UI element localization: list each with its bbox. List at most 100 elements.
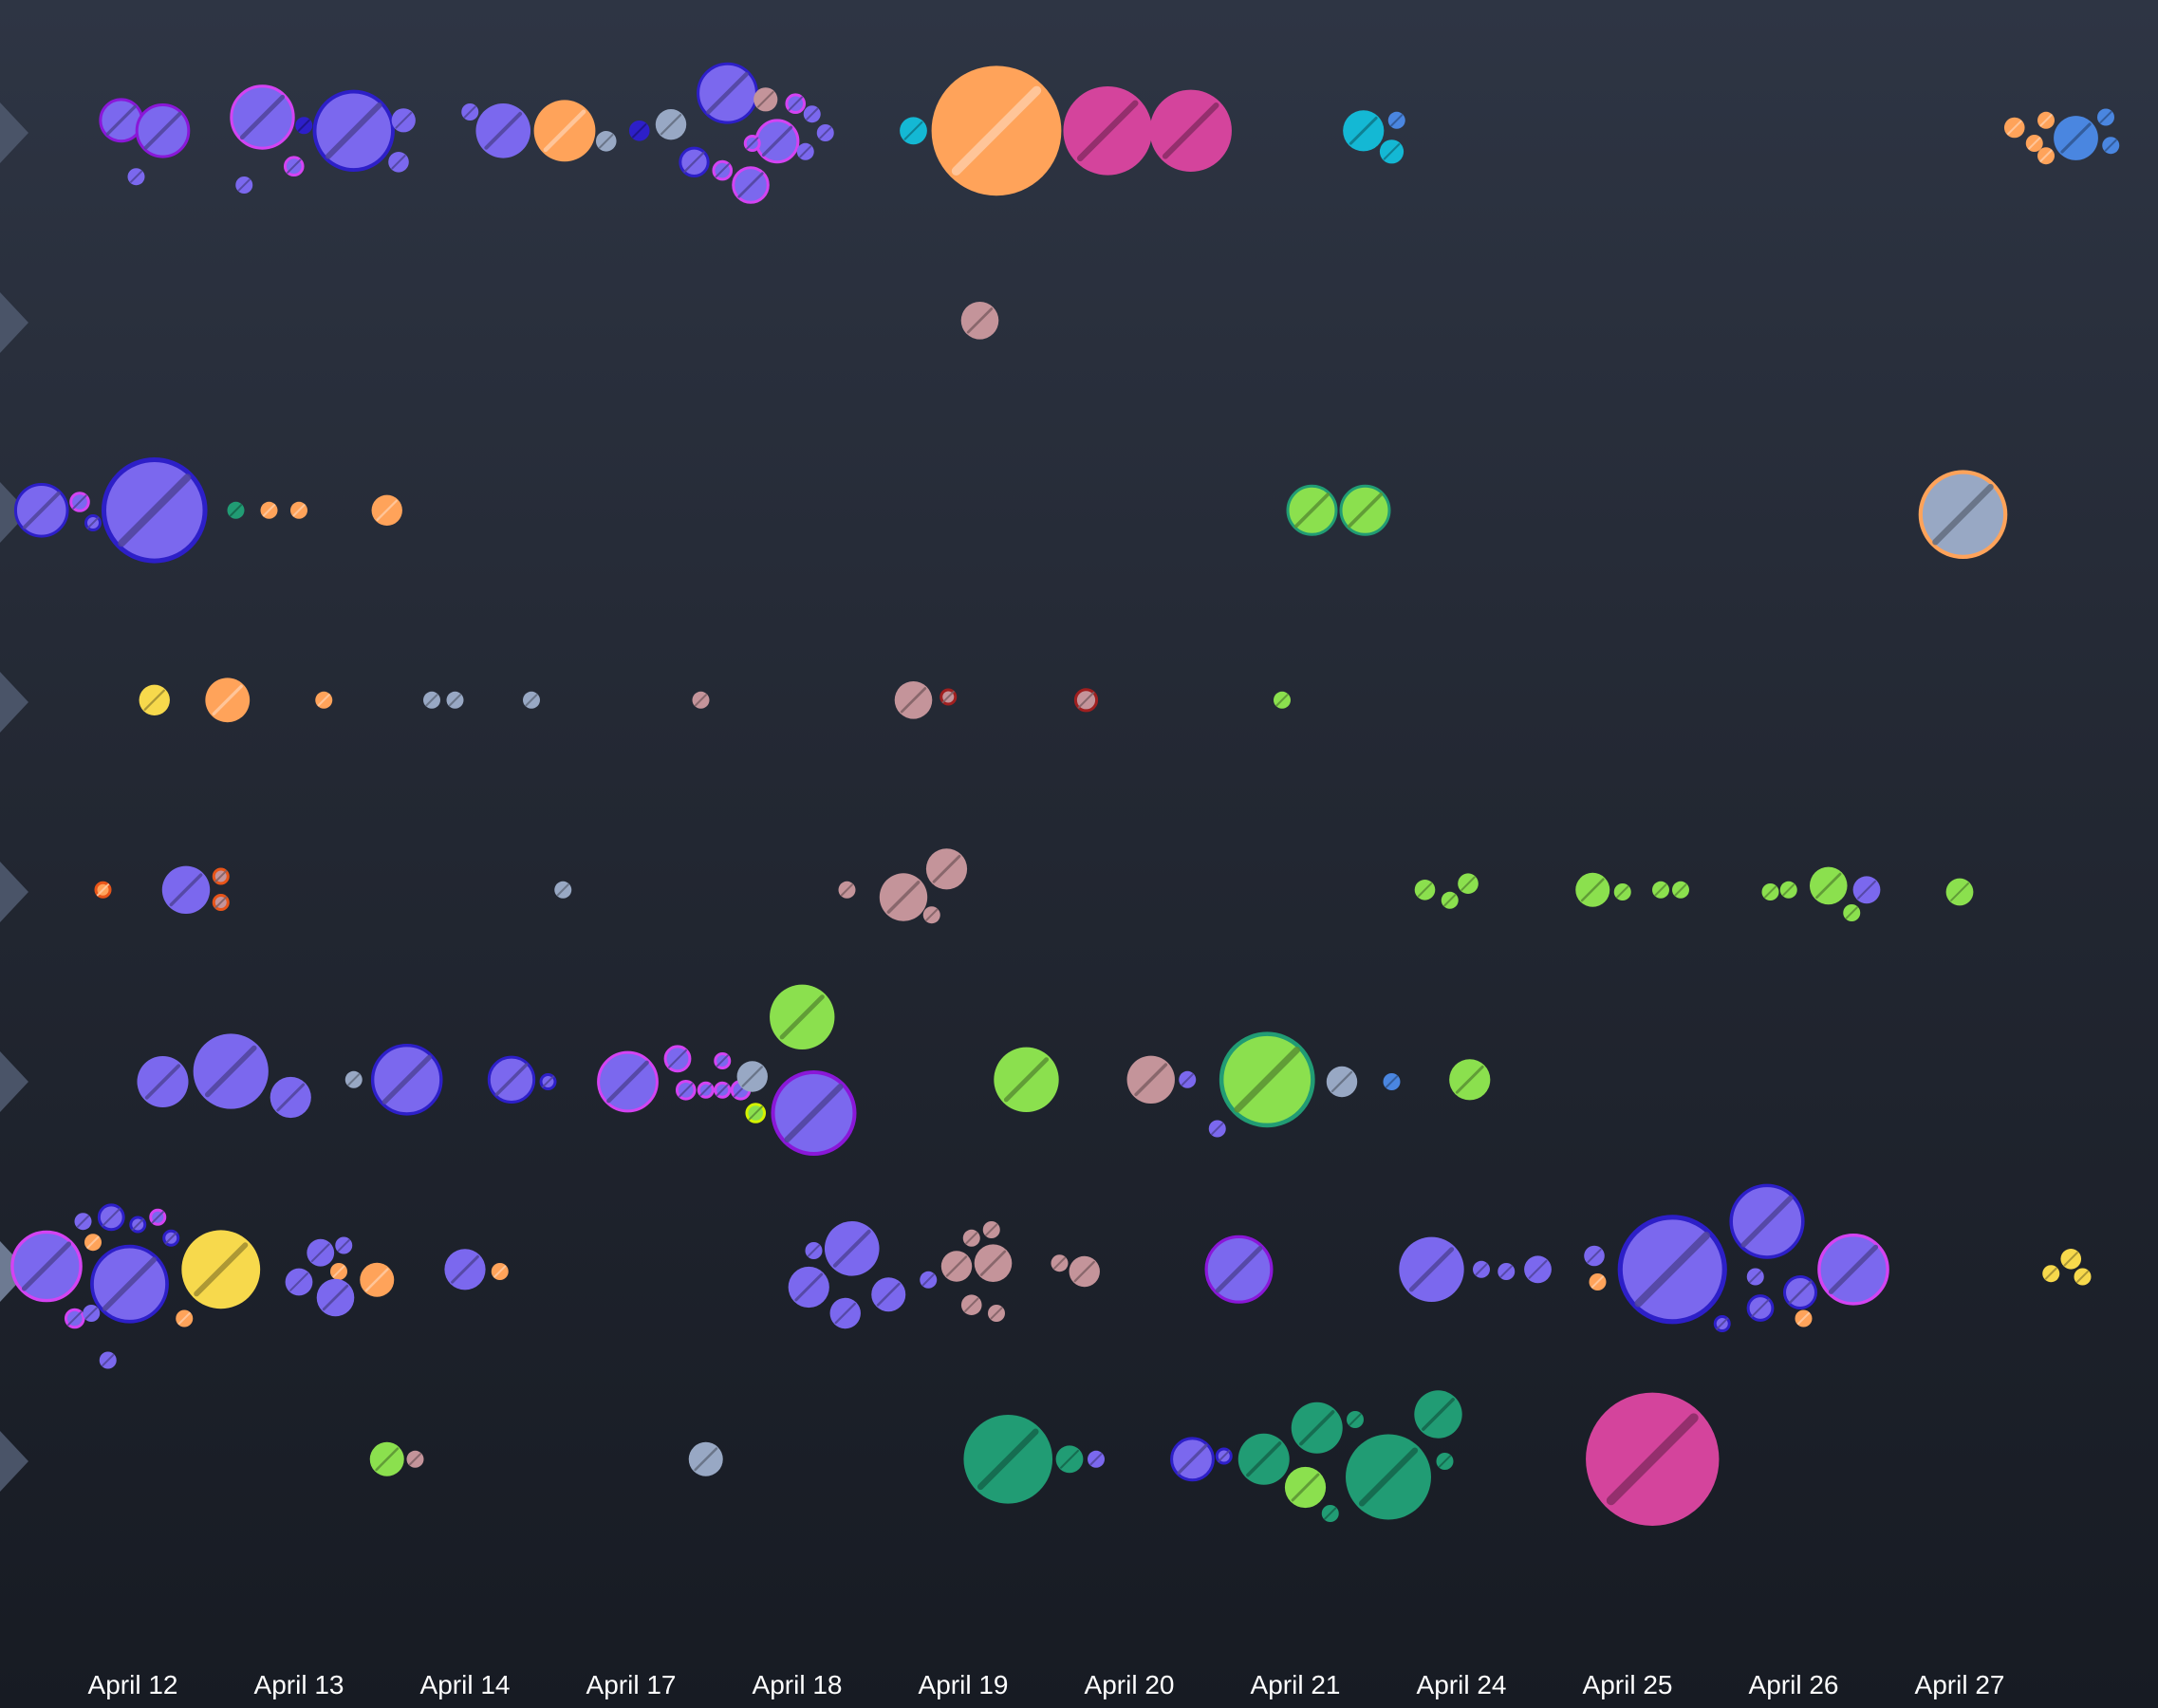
bubble-point[interactable] bbox=[770, 984, 835, 1050]
bubble-point[interactable] bbox=[743, 135, 761, 152]
bubble-point[interactable] bbox=[816, 124, 834, 141]
row-expand-handle-6[interactable] bbox=[0, 1051, 28, 1112]
row-expand-handle-2[interactable] bbox=[0, 292, 28, 353]
bubble-point[interactable] bbox=[139, 684, 170, 715]
bubble-point[interactable] bbox=[13, 483, 69, 538]
bubble-point[interactable] bbox=[161, 865, 211, 914]
bubble-point[interactable] bbox=[444, 1249, 486, 1290]
bubble-point[interactable] bbox=[230, 84, 295, 150]
bubble-point[interactable] bbox=[803, 105, 821, 123]
bubble-point[interactable] bbox=[315, 691, 333, 709]
bubble-point[interactable] bbox=[2054, 116, 2098, 160]
bubble-point[interactable] bbox=[679, 146, 710, 178]
bubble-point[interactable] bbox=[1586, 1392, 1720, 1527]
bubble-point[interactable] bbox=[1746, 1294, 1775, 1322]
bubble-point[interactable] bbox=[64, 1308, 85, 1329]
bubble-point[interactable] bbox=[523, 691, 540, 709]
bubble-point[interactable] bbox=[1286, 484, 1338, 536]
bubble-point[interactable] bbox=[663, 1045, 692, 1073]
bubble-point[interactable] bbox=[97, 1203, 125, 1232]
bubble-point[interactable] bbox=[181, 1230, 261, 1309]
bubble-point[interactable] bbox=[982, 1221, 1000, 1238]
bubble-point[interactable] bbox=[1274, 691, 1291, 709]
bubble-point[interactable] bbox=[101, 456, 208, 564]
bubble-point[interactable] bbox=[960, 302, 999, 340]
bubble-point[interactable] bbox=[283, 156, 305, 176]
bubble-point[interactable] bbox=[74, 1213, 92, 1231]
bubble-point[interactable] bbox=[491, 1263, 509, 1280]
bubble-point[interactable] bbox=[316, 1278, 355, 1317]
bubble-point[interactable] bbox=[212, 867, 230, 885]
bubble-point[interactable] bbox=[423, 691, 440, 709]
bubble-point[interactable] bbox=[1746, 1268, 1764, 1286]
bubble-point[interactable] bbox=[10, 1230, 83, 1303]
bubble-point[interactable] bbox=[1575, 872, 1610, 907]
bubble-point[interactable] bbox=[83, 1305, 101, 1322]
bubble-point[interactable] bbox=[1783, 1275, 1817, 1309]
bubble-point[interactable] bbox=[2037, 147, 2055, 165]
bubble-point[interactable] bbox=[1817, 1234, 1889, 1306]
bubble-point[interactable] bbox=[1852, 876, 1881, 904]
bubble-point[interactable] bbox=[805, 1242, 823, 1259]
bubble-point[interactable] bbox=[1321, 1505, 1339, 1522]
bubble-point[interactable] bbox=[554, 881, 572, 899]
bubble-point[interactable] bbox=[388, 152, 409, 173]
bubble-point[interactable] bbox=[994, 1047, 1059, 1113]
bubble-point[interactable] bbox=[84, 514, 102, 531]
bubble-point[interactable] bbox=[137, 1056, 189, 1107]
bubble-point[interactable] bbox=[1055, 1445, 1084, 1474]
bubble-point[interactable] bbox=[1179, 1070, 1197, 1088]
bubble-point[interactable] bbox=[260, 501, 278, 519]
bubble-point[interactable] bbox=[925, 848, 968, 890]
bubble-point[interactable] bbox=[879, 873, 928, 921]
row-expand-handle-5[interactable] bbox=[0, 862, 28, 922]
bubble-point[interactable] bbox=[1613, 883, 1631, 900]
bubble-point[interactable] bbox=[335, 1236, 353, 1254]
bubble-point[interactable] bbox=[127, 168, 145, 186]
bubble-point[interactable] bbox=[1672, 881, 1689, 899]
bubble-point[interactable] bbox=[1399, 1236, 1464, 1303]
bubble-point[interactable] bbox=[931, 65, 1062, 196]
bubble-point[interactable] bbox=[714, 1052, 732, 1069]
bubble-point[interactable] bbox=[1339, 484, 1391, 536]
bubble-point[interactable] bbox=[406, 1450, 424, 1468]
bubble-point[interactable] bbox=[1088, 1450, 1105, 1468]
bubble-point[interactable] bbox=[829, 1297, 861, 1329]
bubble-point[interactable] bbox=[988, 1305, 1005, 1322]
bubble-point[interactable] bbox=[312, 89, 395, 173]
bubble-point[interactable] bbox=[1473, 1260, 1490, 1278]
bubble-point[interactable] bbox=[539, 1073, 557, 1090]
bubble-point[interactable] bbox=[1073, 688, 1099, 713]
bubble-point[interactable] bbox=[2003, 117, 2025, 139]
bubble-point[interactable] bbox=[736, 1061, 768, 1092]
bubble-point[interactable] bbox=[461, 103, 479, 121]
bubble-point[interactable] bbox=[1219, 1031, 1315, 1128]
bubble-point[interactable] bbox=[1237, 1433, 1290, 1485]
bubble-point[interactable] bbox=[1617, 1215, 1727, 1325]
bubble-point[interactable] bbox=[69, 492, 90, 512]
bubble-point[interactable] bbox=[212, 894, 230, 911]
bubble-point[interactable] bbox=[785, 93, 807, 114]
bubble-point[interactable] bbox=[370, 1044, 443, 1116]
bubble-point[interactable] bbox=[1170, 1437, 1215, 1482]
bubble-point[interactable] bbox=[149, 1208, 167, 1226]
bubble-point[interactable] bbox=[788, 1266, 829, 1309]
bubble-point[interactable] bbox=[129, 1216, 147, 1234]
bubble-point[interactable] bbox=[1069, 1255, 1100, 1288]
bubble-point[interactable] bbox=[697, 1081, 715, 1099]
bubble-point[interactable] bbox=[290, 501, 307, 519]
bubble-point[interactable] bbox=[1063, 86, 1153, 176]
bubble-point[interactable] bbox=[962, 1229, 980, 1247]
bubble-point[interactable] bbox=[1498, 1263, 1516, 1280]
bubble-point[interactable] bbox=[1458, 873, 1479, 894]
bubble-point[interactable] bbox=[838, 881, 856, 899]
bubble-point[interactable] bbox=[2037, 111, 2055, 129]
bubble-point[interactable] bbox=[1383, 1073, 1401, 1090]
bubble-point[interactable] bbox=[922, 906, 940, 924]
bubble-point[interactable] bbox=[1524, 1255, 1552, 1284]
bubble-point[interactable] bbox=[655, 109, 687, 140]
bubble-point[interactable] bbox=[84, 1234, 102, 1252]
bubble-point[interactable] bbox=[940, 1251, 973, 1282]
bubble-point[interactable] bbox=[94, 881, 112, 899]
bubble-point[interactable] bbox=[391, 108, 416, 133]
